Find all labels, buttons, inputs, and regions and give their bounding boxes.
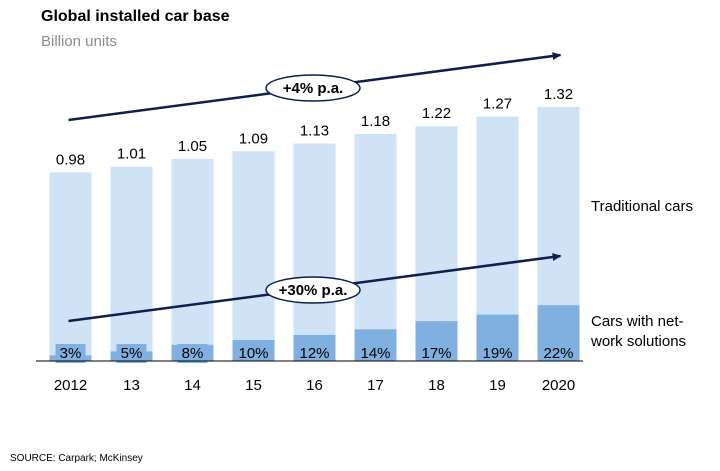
bar-traditional: [49, 172, 92, 356]
total-value-label: 1.18: [361, 113, 390, 130]
network-share-label: 3%: [60, 345, 82, 362]
total-value-label: 1.27: [483, 96, 512, 113]
bar-traditional: [415, 126, 458, 322]
x-tick-label: 14: [184, 377, 201, 394]
total-value-label: 1.13: [300, 123, 329, 140]
legend-traditional-label: Traditional cars: [591, 198, 693, 215]
total-value-label: 1.05: [178, 138, 207, 155]
network-share-label: 10%: [238, 345, 268, 362]
legend-network-label-line2: work solutions: [591, 333, 687, 350]
bar-network: [476, 314, 519, 361]
x-tick-label: 13: [123, 377, 140, 394]
chart-subtitle: Billion units: [41, 33, 117, 50]
growth-callout-label: +4% p.a.: [283, 80, 343, 97]
legend-network-label-line1: Cars with net-: [591, 313, 684, 330]
growth-callout-bubble: [265, 74, 361, 102]
bar-traditional: [171, 158, 214, 345]
network-share-label: 19%: [482, 345, 512, 362]
x-tick-label: 19: [489, 377, 506, 394]
network-label-box: [116, 344, 147, 363]
total-value-label: 1.32: [544, 86, 573, 103]
bar-traditional: [537, 107, 580, 306]
legend-network: Cars with net- work solutions: [591, 312, 686, 352]
bar-traditional: [476, 116, 519, 315]
network-share-label: 14%: [360, 345, 390, 362]
bar-network: [537, 305, 580, 361]
network-share-label: 22%: [543, 345, 573, 362]
x-tick-label: 15: [245, 377, 262, 394]
growth-callout-label: +30% p.a.: [279, 282, 348, 299]
bar-traditional: [293, 143, 336, 335]
bar-network: [293, 334, 336, 361]
bar-traditional: [354, 133, 397, 330]
total-value-label: 1.22: [422, 105, 451, 122]
chart-title: Global installed car base: [41, 8, 230, 25]
network-share-label: 12%: [299, 345, 329, 362]
x-tick-label: 2020: [542, 377, 575, 394]
bar-network: [232, 340, 275, 361]
x-tick-label: 16: [306, 377, 323, 394]
network-share-label: 17%: [421, 345, 451, 362]
network-label-box: [55, 344, 86, 363]
bar-network: [415, 321, 458, 361]
bar-traditional: [232, 151, 275, 341]
x-tick-label: 2012: [54, 377, 87, 394]
network-share-label: 5%: [121, 345, 143, 362]
x-tick-labels: 2012 13 14 15 16 17 18 19 2020: [54, 377, 575, 394]
bar-network: [354, 329, 397, 361]
total-value-label: 1.09: [239, 130, 268, 147]
legend-traditional: Traditional cars: [591, 197, 693, 217]
growth-annotations: +4% p.a. +30% p.a.: [68, 52, 562, 323]
x-tick-label: 18: [428, 377, 445, 394]
source-note: SOURCE: Carpark; McKinsey: [10, 453, 143, 464]
bars-group: 3% 0.98 5% 1.01 8% 1.05 10% 1.09 12% 1.13 14% 1.18 1…: [49, 86, 580, 363]
network-share-label: 8%: [182, 345, 204, 362]
network-label-box: [177, 344, 208, 363]
total-value-label: 1.01: [117, 146, 146, 163]
growth-callout-bubble: [265, 276, 361, 304]
x-tick-label: 17: [367, 377, 384, 394]
total-value-label: 0.98: [56, 151, 85, 168]
bar-traditional: [110, 166, 153, 352]
